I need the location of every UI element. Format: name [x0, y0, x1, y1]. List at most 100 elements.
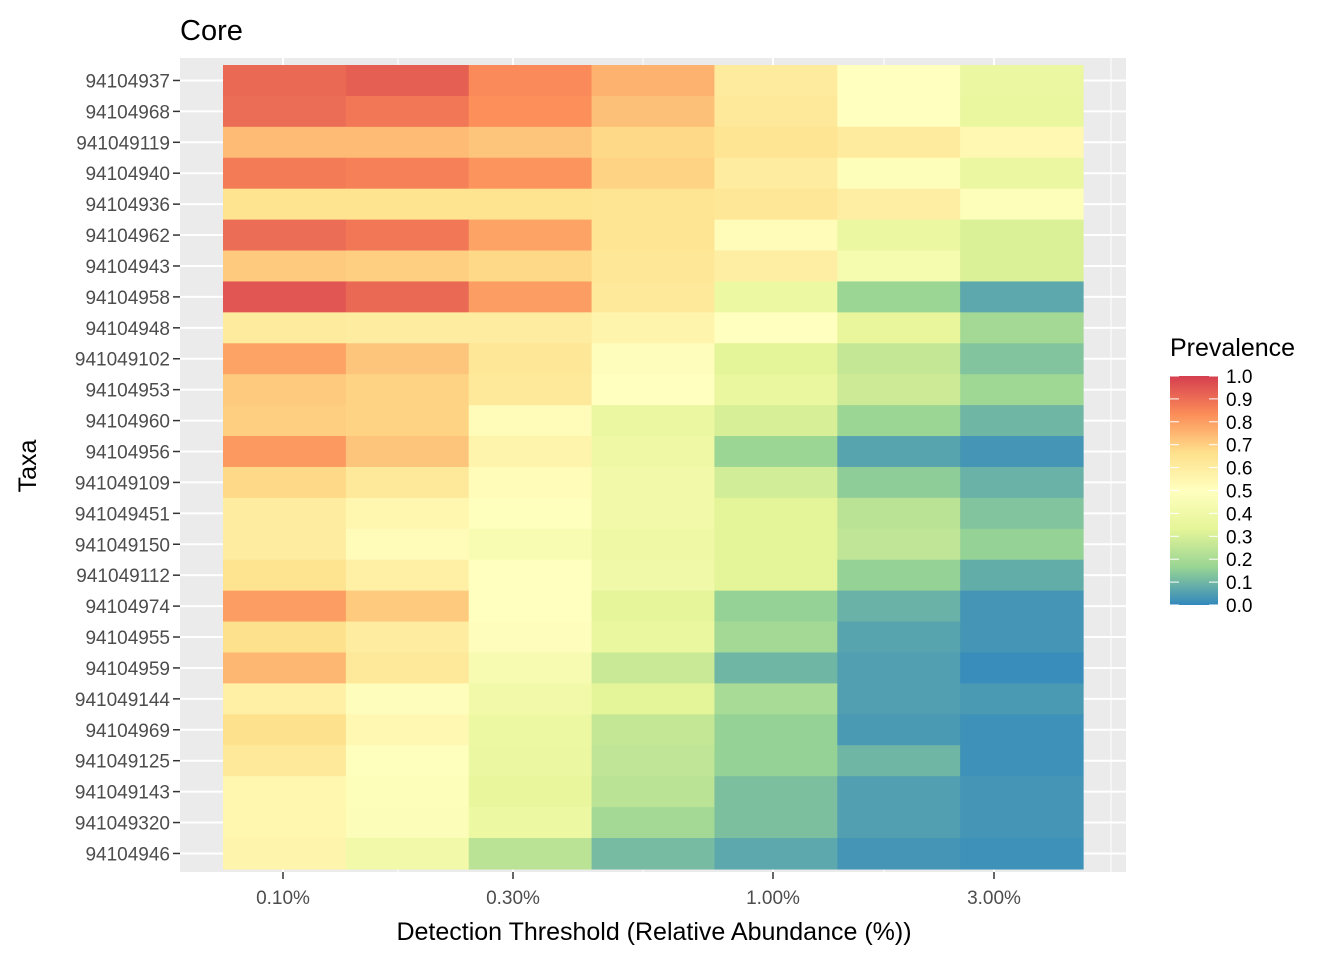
y-tick-label: 94104953 [85, 381, 170, 402]
heatmap-cell [345, 250, 470, 283]
heatmap-cell [223, 714, 347, 746]
y-tick-label: 94104959 [85, 659, 170, 680]
heatmap-cell [345, 281, 470, 313]
y-tick-label: 94104974 [85, 597, 170, 618]
heatmap-cell [837, 405, 961, 437]
heatmap-cell [960, 281, 1084, 313]
legend-tick-label: 1.0 [1226, 367, 1252, 388]
heatmap-cells [223, 65, 1084, 870]
heatmap-cell [591, 621, 716, 654]
heatmap-cell [960, 621, 1084, 654]
heatmap-cell [960, 745, 1084, 777]
heatmap-cell [345, 745, 470, 777]
legend-tick-label: 0.9 [1226, 390, 1252, 411]
heatmap-cell [837, 807, 961, 839]
heatmap-cell [960, 374, 1084, 406]
heatmap-cell [714, 621, 838, 654]
heatmap-cell [223, 621, 347, 654]
y-tick-label: 941049102 [75, 350, 170, 371]
heatmap-cell [468, 126, 593, 159]
heatmap-cell [591, 528, 716, 561]
heatmap-cell [714, 776, 838, 808]
y-tick-label: 94104936 [85, 195, 170, 216]
heatmap-cell [837, 745, 961, 777]
heatmap-cell [345, 621, 470, 654]
heatmap-cell [468, 405, 593, 437]
heatmap-cell [223, 807, 347, 839]
heatmap-cell [468, 683, 593, 715]
heatmap-cell [837, 621, 961, 654]
y-tick-label: 941049119 [76, 133, 170, 154]
y-tick-label: 94104937 [85, 71, 170, 92]
heatmap-cell [345, 590, 470, 623]
heatmap-cell [223, 745, 347, 777]
heatmap-cell [345, 405, 470, 437]
legend-tick-label: 0.7 [1226, 436, 1252, 457]
x-tick-label: 0.30% [486, 888, 540, 909]
heatmap-cell [591, 219, 716, 252]
heatmap-cell [591, 714, 716, 746]
heatmap-cell [960, 65, 1084, 97]
heatmap-cell [837, 436, 961, 468]
heatmap-cell [837, 250, 961, 283]
heatmap-cell [345, 312, 470, 344]
heatmap-cell [837, 374, 961, 406]
heatmap-cell [345, 188, 470, 221]
y-tick-label: 94104968 [85, 102, 170, 123]
heatmap-cell [468, 374, 593, 406]
heatmap-cell [223, 776, 347, 808]
legend-ticks: 1.00.90.80.70.60.50.40.30.20.10.0 [1170, 367, 1253, 617]
heatmap-cell [468, 497, 593, 530]
legend-tick-label: 0.0 [1226, 596, 1252, 617]
y-axis-label: Taxa [14, 440, 42, 493]
heatmap-cell [591, 807, 716, 839]
heatmap-cell [837, 652, 961, 684]
heatmap-cell [591, 250, 716, 283]
heatmap-cell [837, 776, 961, 808]
heatmap-cell [714, 497, 838, 530]
heatmap-cell [223, 95, 347, 128]
x-tick-label: 0.10% [256, 888, 310, 909]
heatmap-cell [591, 65, 716, 97]
heatmap-cell [591, 745, 716, 777]
y-tick-label: 94104955 [85, 628, 170, 649]
heatmap-cell [714, 95, 838, 128]
heatmap-cell [223, 590, 347, 623]
heatmap-cell [468, 807, 593, 839]
heatmap-cell [468, 776, 593, 808]
heatmap-cell [591, 405, 716, 437]
heatmap-cell [223, 65, 347, 97]
heatmap-cell [714, 745, 838, 777]
heatmap-cell [468, 559, 593, 592]
heatmap-cell [837, 157, 961, 190]
y-tick-label: 941049150 [75, 535, 170, 556]
heatmap-cell [714, 157, 838, 190]
heatmap-cell [960, 838, 1084, 870]
heatmap-cell [591, 281, 716, 313]
heatmap-cell [714, 405, 838, 437]
y-axis: 94104937 94104968 941049119 94104940 9410493… [75, 71, 180, 865]
heatmap-cell [714, 250, 838, 283]
heatmap-cell [345, 807, 470, 839]
heatmap-cell [345, 466, 470, 499]
heatmap-cell [960, 405, 1084, 437]
heatmap-cell [468, 219, 593, 252]
heatmap-cell [345, 652, 470, 684]
heatmap-cell [837, 65, 961, 97]
chart-title: Core [180, 15, 243, 47]
heatmap-cell [591, 374, 716, 406]
y-tick-label: 94104958 [85, 288, 170, 309]
heatmap-cell [591, 838, 716, 870]
x-tick-label: 3.00% [967, 888, 1021, 909]
heatmap-cell [837, 219, 961, 252]
heatmap-cell [345, 838, 470, 870]
heatmap-cell [960, 807, 1084, 839]
heatmap-cell [960, 157, 1084, 190]
heatmap-cell [960, 497, 1084, 530]
heatmap-cell [960, 714, 1084, 746]
heatmap-cell [960, 219, 1084, 252]
y-tick-label: 941049144 [75, 690, 171, 711]
heatmap-cell [345, 714, 470, 746]
heatmap-cell [591, 126, 716, 159]
